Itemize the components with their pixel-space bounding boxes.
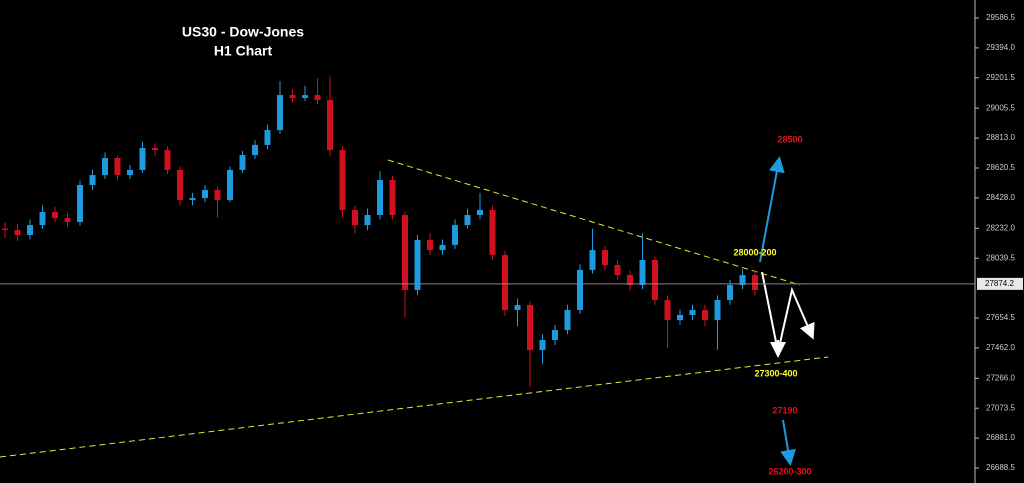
y-tick-label: 26881.0 bbox=[986, 433, 1015, 442]
bull-arrow bbox=[759, 156, 785, 263]
candle-body bbox=[514, 305, 521, 311]
candle-body bbox=[627, 275, 633, 286]
support-line bbox=[0, 356, 829, 458]
y-tick-label: 27073.5 bbox=[986, 403, 1015, 412]
candle-body bbox=[252, 144, 258, 156]
candle-body bbox=[664, 300, 671, 321]
candle-body bbox=[314, 95, 321, 101]
chart-title: US30 - Dow-Jones bbox=[182, 24, 304, 40]
candle-body bbox=[377, 180, 383, 215]
candle-body bbox=[577, 269, 583, 311]
candle-body bbox=[702, 310, 708, 321]
candle-body bbox=[264, 130, 271, 145]
candle-body bbox=[614, 264, 621, 276]
y-tick-label: 28813.0 bbox=[986, 133, 1015, 142]
candle-body bbox=[414, 239, 421, 290]
candle-body bbox=[552, 330, 558, 340]
candle-body bbox=[352, 210, 358, 226]
candle-body bbox=[227, 169, 233, 201]
candle-body bbox=[602, 250, 608, 265]
candle-body bbox=[402, 214, 408, 290]
annotation: 28000-200 bbox=[733, 247, 776, 257]
candle-body bbox=[639, 260, 646, 286]
y-tick-label: 29394.0 bbox=[986, 43, 1015, 52]
candle-body bbox=[114, 157, 121, 176]
candle-body bbox=[652, 260, 658, 301]
annotation: 27190 bbox=[772, 405, 797, 415]
candle-body bbox=[52, 212, 58, 219]
y-tick-label: 28620.5 bbox=[986, 163, 1015, 172]
candle-body bbox=[527, 305, 533, 351]
candle-body bbox=[102, 157, 108, 176]
candle-body bbox=[464, 214, 471, 226]
resistance-line bbox=[387, 159, 801, 286]
candle-body bbox=[489, 210, 496, 256]
y-tick-label: 29005.5 bbox=[986, 103, 1015, 112]
candle-body bbox=[2, 228, 8, 231]
candle-body bbox=[214, 189, 221, 201]
annotation: 27300-400 bbox=[754, 368, 797, 378]
y-tick-label: 29586.5 bbox=[986, 13, 1015, 22]
y-tick-label: 28232.0 bbox=[986, 223, 1015, 232]
y-tick-label: 27654.5 bbox=[986, 313, 1015, 322]
y-tick-label: 28428.0 bbox=[986, 193, 1015, 202]
candle-body bbox=[364, 214, 371, 226]
candle-body bbox=[14, 230, 21, 236]
candle-body bbox=[239, 155, 246, 170]
candle-body bbox=[752, 275, 758, 290]
candle-body bbox=[739, 275, 746, 286]
candle-body bbox=[139, 148, 146, 170]
candle-body bbox=[339, 150, 346, 211]
candle-body bbox=[77, 185, 83, 222]
candle-body bbox=[452, 225, 458, 245]
y-tick-label: 29201.5 bbox=[986, 73, 1015, 82]
projection-arrow bbox=[761, 271, 815, 353]
candle-body bbox=[64, 218, 71, 222]
chart-subtitle: H1 Chart bbox=[214, 43, 273, 59]
candle-body bbox=[177, 169, 183, 201]
candle-body bbox=[127, 169, 133, 176]
candle-body bbox=[727, 285, 733, 301]
candle-body bbox=[27, 225, 33, 236]
candle-body bbox=[502, 255, 508, 311]
candle-body bbox=[327, 100, 333, 151]
candle-body bbox=[39, 212, 46, 226]
candle-body bbox=[389, 180, 396, 215]
candle-body bbox=[714, 300, 721, 321]
candle-body bbox=[289, 95, 296, 99]
candle-body bbox=[539, 339, 546, 351]
last-price-label: 27874.2 bbox=[985, 279, 1014, 288]
candle-body bbox=[277, 95, 283, 131]
candle-body bbox=[189, 198, 196, 201]
annotation: 28500 bbox=[777, 134, 802, 144]
candles bbox=[2, 76, 758, 388]
candle-body bbox=[589, 250, 596, 270]
candle-body bbox=[152, 148, 158, 151]
candle-body bbox=[439, 244, 446, 251]
last-price-box bbox=[977, 277, 1023, 290]
candle-body bbox=[302, 95, 308, 99]
candle-body bbox=[427, 239, 433, 251]
candle-body bbox=[677, 314, 683, 321]
y-tick-label: 27266.0 bbox=[986, 373, 1015, 382]
candle-body bbox=[164, 150, 171, 170]
candle-body bbox=[689, 310, 696, 315]
annotation: 26200-300 bbox=[768, 466, 811, 476]
bear-arrow bbox=[780, 419, 796, 466]
candle-body bbox=[564, 310, 571, 331]
y-tick-label: 26688.5 bbox=[986, 463, 1015, 472]
candle-body bbox=[89, 175, 96, 186]
candle-body bbox=[202, 189, 208, 199]
y-tick-label: 27462.0 bbox=[986, 343, 1015, 352]
candle-body bbox=[477, 210, 483, 215]
y-tick-label: 28039.5 bbox=[986, 253, 1015, 262]
